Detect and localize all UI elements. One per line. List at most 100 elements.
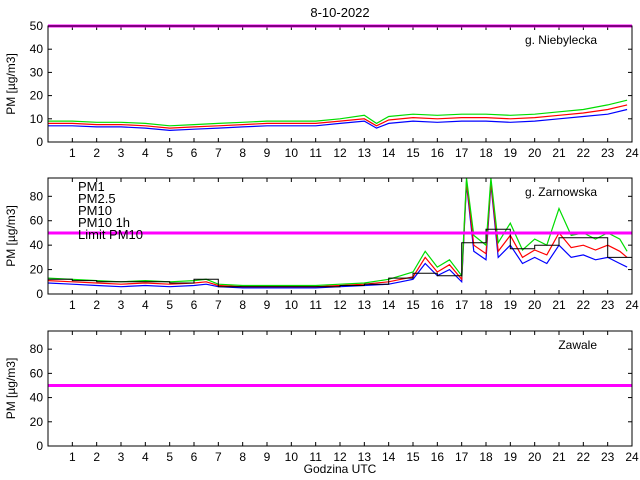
- x-tick-label: 10: [285, 298, 299, 312]
- x-tick-label: 16: [431, 450, 445, 464]
- legend-entry: PM10: [78, 203, 112, 218]
- x-tick-label: 24: [625, 146, 639, 160]
- x-tick-label: 11: [309, 146, 322, 160]
- x-axis-label: Godzina UTC: [304, 462, 377, 476]
- x-tick-label: 4: [142, 450, 149, 464]
- y-tick-label: 20: [30, 415, 44, 429]
- x-tick-label: 2: [93, 450, 100, 464]
- x-tick-label: 21: [552, 146, 566, 160]
- series-line-pm2-5: [48, 104, 628, 129]
- y-axis-label: PM [µg/m3]: [4, 205, 18, 267]
- y-tick-label: 10: [30, 112, 44, 126]
- x-tick-label: 19: [504, 450, 518, 464]
- y-tick-label: 80: [30, 342, 44, 356]
- legend-entry: Limit PM10: [78, 227, 143, 242]
- plot-frame: [47, 177, 633, 295]
- x-tick-label: 14: [382, 298, 396, 312]
- y-tick-label: 30: [30, 65, 44, 79]
- x-tick-label: 15: [406, 146, 420, 160]
- x-tick-label: 15: [406, 450, 420, 464]
- x-tick-label: 12: [333, 450, 347, 464]
- legend-entry: PM10 1h: [78, 215, 130, 230]
- x-tick-label: 17: [455, 450, 469, 464]
- x-tick-label: 16: [431, 298, 445, 312]
- x-tick-label: 14: [382, 450, 396, 464]
- x-tick-label: 4: [142, 146, 149, 160]
- y-tick-label: 60: [30, 366, 44, 380]
- x-tick-label: 7: [215, 450, 222, 464]
- figure-title: 8-10-2022: [310, 5, 369, 20]
- x-tick-label: 5: [166, 450, 173, 464]
- x-tick-label: 18: [479, 450, 493, 464]
- x-tick-label: 13: [358, 146, 372, 160]
- x-tick-label: 23: [601, 298, 615, 312]
- x-tick-label: 11: [309, 298, 322, 312]
- x-tick-label: 8: [239, 450, 246, 464]
- x-tick-label: 12: [333, 298, 347, 312]
- y-axis-label: PM [µg/m3]: [4, 358, 18, 420]
- x-tick-label: 13: [358, 450, 372, 464]
- x-tick-label: 3: [118, 298, 125, 312]
- x-tick-label: 21: [552, 298, 566, 312]
- x-tick-label: 1: [69, 450, 76, 464]
- x-tick-label: 4: [142, 298, 149, 312]
- x-tick-label: 10: [285, 450, 299, 464]
- x-tick-label: 11: [309, 450, 322, 464]
- x-tick-label: 3: [118, 146, 125, 160]
- x-tick-label: 17: [455, 146, 469, 160]
- y-tick-label: 50: [30, 19, 44, 33]
- x-tick-label: 19: [504, 146, 518, 160]
- legend-entry: PM2.5: [78, 191, 116, 206]
- y-tick-label: 0: [36, 439, 43, 453]
- x-tick-label: 8: [239, 298, 246, 312]
- x-tick-label: 21: [552, 450, 566, 464]
- x-tick-label: 2: [93, 146, 100, 160]
- x-tick-label: 1: [69, 298, 76, 312]
- legend-entry: PM1: [78, 179, 105, 194]
- series-line-pm10: [48, 178, 628, 287]
- y-tick-label: 80: [30, 189, 44, 203]
- y-tick-label: 0: [36, 135, 43, 149]
- x-tick-label: 9: [264, 146, 271, 160]
- x-tick-label: 6: [191, 298, 198, 312]
- x-tick-label: 22: [577, 146, 591, 160]
- x-tick-label: 23: [601, 146, 615, 160]
- y-tick-label: 20: [30, 89, 44, 103]
- x-tick-label: 18: [479, 146, 493, 160]
- y-tick-label: 40: [30, 238, 44, 252]
- x-tick-label: 16: [431, 146, 445, 160]
- station-label: g. Zarnowska: [525, 185, 597, 199]
- series-line-pm10-1h: [48, 228, 632, 288]
- x-tick-label: 5: [166, 298, 173, 312]
- station-label: g. Niebylecka: [525, 33, 597, 47]
- series-line-pm2-5: [48, 181, 628, 288]
- x-tick-label: 10: [285, 146, 299, 160]
- x-tick-label: 6: [191, 450, 198, 464]
- series-group: [48, 99, 628, 132]
- x-tick-label: 9: [264, 450, 271, 464]
- station-label: Zawale: [558, 338, 597, 352]
- y-tick-label: 0: [36, 287, 43, 301]
- y-axis-label: PM [µg/m3]: [4, 53, 18, 115]
- x-tick-label: 8: [239, 146, 246, 160]
- plot-frame: [47, 25, 633, 143]
- x-tick-label: 20: [528, 146, 542, 160]
- x-tick-label: 12: [333, 146, 347, 160]
- x-tick-label: 19: [504, 298, 518, 312]
- x-tick-label: 14: [382, 146, 396, 160]
- x-tick-label: 2: [93, 298, 100, 312]
- x-tick-label: 13: [358, 298, 372, 312]
- series-line-pm1: [48, 184, 628, 289]
- x-tick-label: 24: [625, 450, 639, 464]
- x-tick-label: 15: [406, 298, 420, 312]
- x-tick-label: 7: [215, 146, 222, 160]
- x-tick-label: 3: [118, 450, 125, 464]
- x-tick-label: 23: [601, 450, 615, 464]
- x-tick-label: 24: [625, 298, 639, 312]
- x-tick-label: 20: [528, 450, 542, 464]
